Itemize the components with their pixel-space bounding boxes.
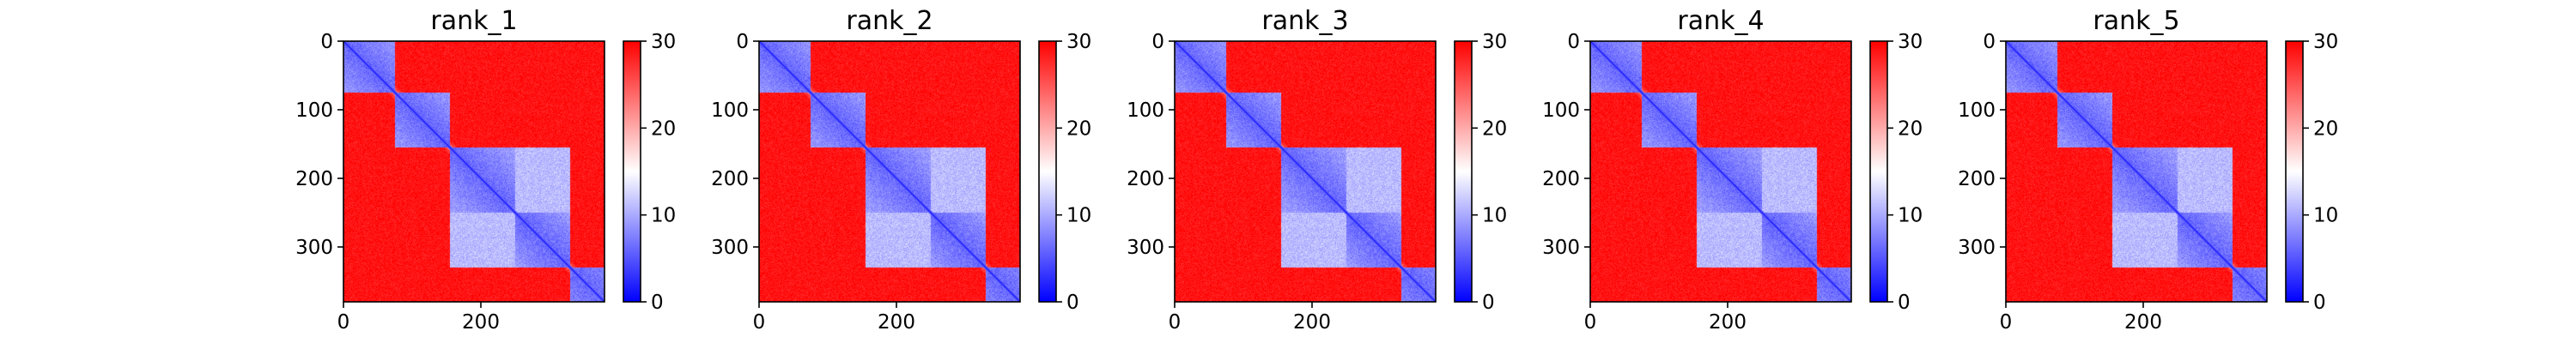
x-tick-label: 200 — [1709, 311, 1747, 334]
heatmap-panel-2: rank_2 0 200 0 100 200 300 0 10 20 30 — [711, 6, 1091, 334]
colorbar-tick-label: 0 — [2313, 292, 2326, 314]
axes-frame — [343, 40, 605, 303]
y-tick-label: 200 — [711, 168, 749, 190]
axes-frame — [1589, 40, 1852, 303]
colorbar-tick-label: 30 — [1066, 31, 1091, 53]
heatmap-image — [1590, 41, 1851, 302]
y-tick-label: 0 — [1151, 31, 1164, 53]
heatmap-panel-4: rank_4 0 200 0 100 200 300 0 10 20 30 — [1542, 6, 1923, 334]
axes-frame — [1174, 40, 1437, 303]
y-tick-label: 300 — [711, 237, 749, 259]
colorbar — [1455, 41, 1472, 302]
x-tick-label: 200 — [462, 311, 500, 334]
colorbar-frame — [1454, 40, 1473, 303]
y-tick-label: 0 — [1567, 31, 1580, 53]
x-tick-label: 0 — [2000, 311, 2013, 334]
heatmap-image — [343, 41, 605, 302]
chart-title: rank_5 — [2093, 6, 2179, 36]
x-tick-label: 200 — [2124, 311, 2162, 334]
colorbar-tick-label: 20 — [1482, 117, 1507, 140]
colorbar-tick-label: 30 — [2313, 31, 2338, 53]
colorbar-tick-label: 20 — [2313, 117, 2338, 140]
colorbar — [1870, 41, 1887, 302]
colorbar-tick-label: 20 — [1066, 117, 1091, 140]
y-tick-label: 200 — [1127, 168, 1164, 190]
colorbar-tick-label: 0 — [651, 292, 664, 314]
y-tick-label: 0 — [1983, 31, 1996, 53]
y-tick-label: 100 — [1127, 99, 1164, 122]
y-tick-label: 300 — [1127, 237, 1164, 259]
y-tick-label: 100 — [711, 99, 749, 122]
colorbar — [1039, 41, 1056, 302]
x-tick-label: 0 — [753, 311, 766, 334]
x-tick-label: 0 — [337, 311, 350, 334]
y-tick-label: 100 — [1542, 99, 1580, 122]
heatmap-image — [1175, 41, 1436, 302]
x-tick-label: 200 — [1293, 311, 1331, 334]
colorbar-tick-label: 30 — [651, 31, 676, 53]
chart-title: rank_4 — [1677, 6, 1764, 36]
colorbar-tick-label: 30 — [1482, 31, 1507, 53]
heatmap-panel-5: rank_5 0 200 0 100 200 300 0 10 20 30 — [1958, 6, 2338, 334]
y-tick-label: 100 — [1958, 99, 1996, 122]
colorbar-frame — [1038, 40, 1057, 303]
heatmap-panel-1: rank_1 0 200 0 100 200 300 0 10 20 30 — [295, 6, 676, 334]
colorbar-tick-label: 0 — [1482, 292, 1495, 314]
y-tick-label: 100 — [295, 99, 333, 122]
colorbar-tick-label: 20 — [651, 117, 676, 140]
y-tick-label: 0 — [736, 31, 749, 53]
colorbar-tick-label: 10 — [1066, 205, 1091, 227]
colorbar-frame — [1869, 40, 1888, 303]
colorbar-frame — [2285, 40, 2304, 303]
x-tick-label: 0 — [1584, 311, 1597, 334]
colorbar-tick-label: 10 — [651, 205, 676, 227]
heatmap-image — [759, 41, 1020, 302]
y-tick-label: 300 — [295, 237, 333, 259]
heatmap-image — [2006, 41, 2267, 302]
colorbar-frame — [623, 40, 641, 303]
chart-title: rank_1 — [430, 6, 517, 36]
colorbar-tick-label: 20 — [1898, 117, 1923, 140]
y-tick-label: 200 — [295, 168, 333, 190]
y-tick-label: 300 — [1958, 237, 1996, 259]
y-tick-label: 200 — [1958, 168, 1996, 190]
y-tick-label: 200 — [1542, 168, 1580, 190]
colorbar-tick-label: 0 — [1898, 292, 1911, 314]
colorbar-tick-label: 10 — [2313, 205, 2338, 227]
colorbar — [2286, 41, 2303, 302]
colorbar-tick-label: 10 — [1898, 205, 1923, 227]
axes-frame — [2005, 40, 2268, 303]
chart-title: rank_3 — [1261, 6, 1348, 36]
y-tick-label: 300 — [1542, 237, 1580, 259]
x-tick-label: 0 — [1169, 311, 1182, 334]
axes-frame — [758, 40, 1021, 303]
colorbar-tick-label: 10 — [1482, 205, 1507, 227]
y-tick-label: 0 — [320, 31, 333, 53]
x-tick-label: 200 — [878, 311, 915, 334]
colorbar-tick-label: 0 — [1066, 292, 1079, 314]
colorbar — [623, 41, 641, 302]
colorbar-tick-label: 30 — [1898, 31, 1923, 53]
chart-title: rank_2 — [846, 6, 933, 36]
heatmap-panel-3: rank_3 0 200 0 100 200 300 0 10 20 30 — [1127, 6, 1507, 334]
